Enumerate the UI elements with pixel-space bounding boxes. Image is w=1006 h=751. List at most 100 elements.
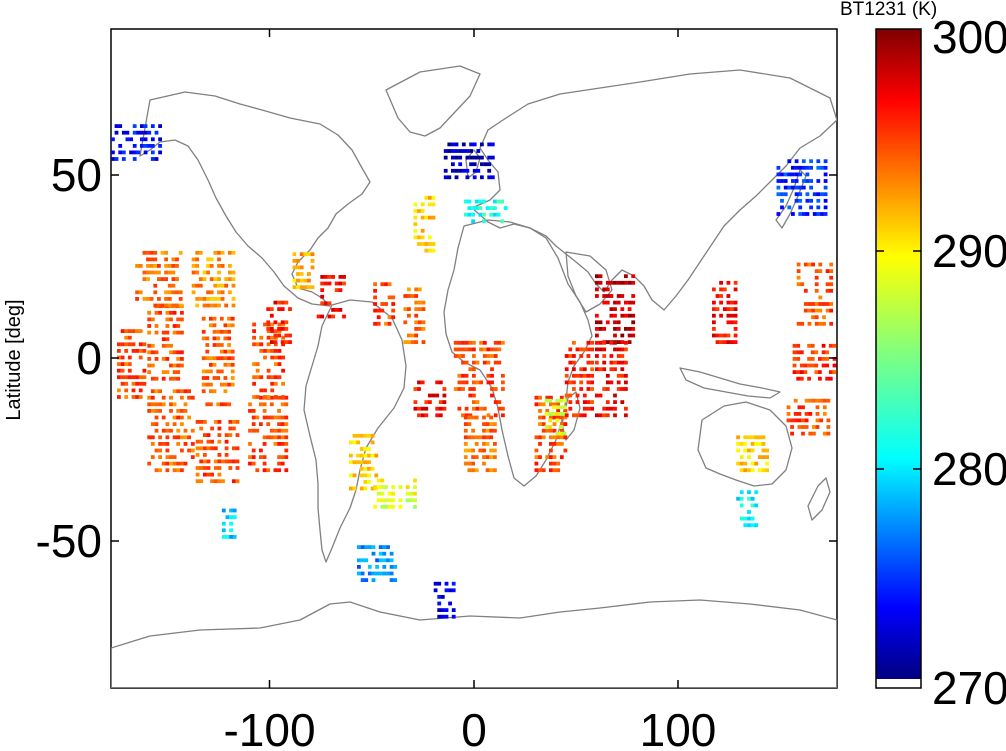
- bt-pixel: [467, 468, 472, 473]
- bt-pixel: [414, 320, 419, 325]
- bt-pixel: [814, 350, 819, 355]
- bt-pixel: [227, 349, 231, 354]
- bt-pixel: [754, 490, 759, 495]
- bt-pixel: [161, 415, 166, 420]
- bt-pixel: [259, 402, 263, 407]
- bt-pixel: [405, 491, 410, 496]
- bt-pixel: [150, 317, 155, 322]
- bt-pixel: [472, 347, 476, 352]
- bt-pixel: [822, 412, 827, 416]
- bt-pixel: [367, 447, 371, 451]
- bt-pixel: [818, 376, 822, 381]
- bt-pixel: [292, 258, 297, 263]
- bt-pixel: [154, 402, 159, 407]
- bt-pixel: [776, 179, 781, 183]
- bt-pixel: [474, 435, 479, 440]
- bt-pixel: [296, 265, 300, 270]
- bt-pixel: [579, 373, 584, 378]
- bt-pixel: [167, 290, 172, 295]
- bt-pixel: [180, 435, 184, 440]
- bt-pixel: [135, 264, 139, 268]
- bt-pixel: [284, 428, 289, 433]
- bt-pixel: [818, 302, 823, 306]
- bt-pixel: [482, 448, 486, 453]
- bt-pixel: [224, 277, 229, 281]
- bt-pixel: [556, 442, 561, 446]
- bt-pixel: [485, 422, 490, 426]
- bt-pixel: [534, 455, 539, 459]
- bt-pixel: [387, 321, 392, 326]
- bt-pixel: [417, 413, 421, 418]
- bt-pixel: [443, 149, 448, 153]
- bt-pixel: [447, 149, 452, 153]
- bt-pixel: [454, 168, 459, 173]
- bt-pixel: [176, 317, 181, 322]
- bt-pixel: [320, 275, 325, 279]
- bt-pixel: [409, 498, 414, 503]
- bt-pixel: [613, 300, 617, 305]
- bt-pixel: [825, 357, 830, 361]
- bt-pixel: [199, 439, 204, 444]
- bt-pixel: [359, 473, 364, 478]
- bt-pixel: [407, 294, 411, 298]
- bt-pixel: [183, 461, 188, 466]
- bt-pixel: [413, 228, 418, 233]
- bt-pixel: [503, 206, 508, 210]
- bt-pixel: [482, 455, 486, 459]
- bt-pixel: [485, 206, 490, 210]
- bt-pixel: [277, 300, 281, 305]
- bt-pixel: [269, 428, 274, 433]
- bt-pixel: [568, 360, 573, 365]
- bt-pixel: [327, 301, 332, 306]
- bt-pixel: [223, 336, 228, 341]
- bt-pixel: [131, 388, 136, 393]
- bt-pixel: [230, 356, 235, 361]
- bt-pixel: [471, 435, 475, 440]
- bt-pixel: [464, 380, 469, 385]
- bt-pixel: [150, 409, 155, 413]
- bt-pixel: [613, 413, 617, 418]
- bt-pixel: [464, 413, 469, 418]
- bt-pixel: [231, 277, 236, 281]
- bt-pixel: [269, 402, 274, 407]
- bt-pixel: [380, 308, 385, 313]
- bt-pixel: [620, 367, 625, 372]
- bt-pixel: [803, 302, 808, 306]
- bt-pixel: [787, 172, 792, 177]
- bt-pixel: [564, 354, 569, 358]
- bt-pixel: [292, 278, 297, 283]
- bt-pixel: [228, 264, 232, 268]
- bt-pixel: [118, 150, 123, 155]
- bt-pixel: [360, 571, 365, 576]
- bt-pixel: [461, 380, 465, 385]
- bt-pixel: [736, 448, 740, 453]
- bt-pixel: [815, 412, 820, 416]
- bt-pixel: [376, 498, 381, 503]
- bt-pixel: [627, 327, 632, 331]
- bt-pixel: [486, 360, 491, 365]
- bt-pixel: [486, 380, 491, 385]
- bt-pixel: [209, 402, 213, 407]
- bt-pixel: [210, 426, 214, 431]
- bt-pixel: [420, 406, 425, 411]
- bt-pixel: [490, 142, 495, 147]
- bt-pixel: [822, 405, 827, 410]
- bt-pixel: [195, 479, 200, 484]
- bt-pixel: [172, 402, 177, 407]
- bt-pixel: [158, 448, 162, 453]
- bt-pixel: [712, 287, 716, 292]
- bt-pixel: [613, 367, 617, 372]
- bt-pixel: [814, 321, 819, 326]
- bt-pixel: [338, 275, 343, 279]
- bt-pixel: [142, 277, 147, 281]
- bt-pixel: [172, 330, 177, 335]
- bt-pixel: [552, 455, 557, 459]
- bt-pixel: [493, 199, 497, 204]
- bt-pixel: [719, 340, 723, 344]
- bt-pixel: [391, 315, 396, 320]
- bt-pixel: [117, 395, 121, 399]
- bt-pixel: [482, 406, 487, 411]
- bt-pixel: [281, 381, 285, 386]
- bt-pixel: [171, 303, 176, 308]
- bt-pixel: [803, 363, 808, 368]
